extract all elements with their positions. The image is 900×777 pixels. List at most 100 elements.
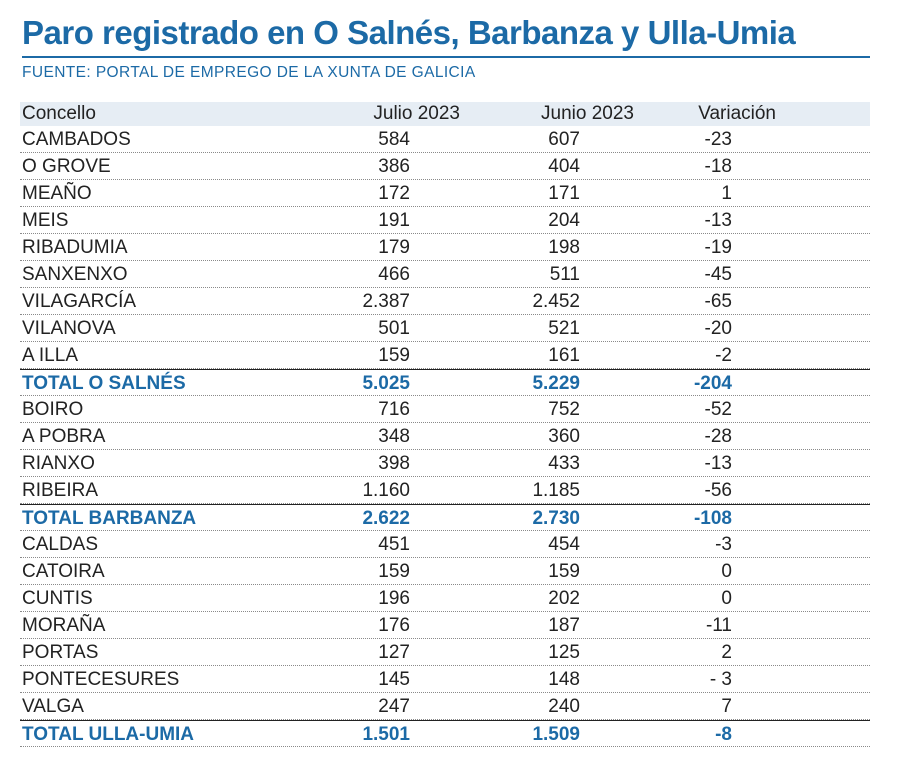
cell-variacion: -20 xyxy=(704,318,732,339)
cell-variacion: -23 xyxy=(704,129,732,150)
table-row: PONTECESURES 145 148 - 3 xyxy=(20,666,870,693)
cell-junio-2023: 521 xyxy=(548,318,580,339)
cell-variacion: -45 xyxy=(704,264,732,285)
table-row: RIBADUMIA 179 198 -19 xyxy=(20,234,870,261)
cell-concello: TOTAL O SALNÉS xyxy=(22,373,186,394)
cell-julio-2023: 1.501 xyxy=(362,724,410,745)
total-row: TOTAL ULLA-UMIA 1.501 1.509 -8 xyxy=(20,720,870,747)
table-row: O GROVE 386 404 -18 xyxy=(20,153,870,180)
cell-julio-2023: 172 xyxy=(378,183,410,204)
cell-junio-2023: 752 xyxy=(548,399,580,420)
cell-variacion: -52 xyxy=(704,399,732,420)
cell-julio-2023: 179 xyxy=(378,237,410,258)
cell-concello: MORAÑA xyxy=(22,615,106,636)
table-row: BOIRO 716 752 -52 xyxy=(20,396,870,423)
cell-variacion: 1 xyxy=(721,183,732,204)
cell-concello: VILAGARCÍA xyxy=(22,291,137,312)
table-row: RIANXO 398 433 -13 xyxy=(20,450,870,477)
cell-julio-2023: 127 xyxy=(378,642,410,663)
cell-concello: PORTAS xyxy=(22,642,99,663)
cell-variacion: -8 xyxy=(715,724,732,745)
cell-julio-2023: 159 xyxy=(378,345,410,366)
cell-concello: VALGA xyxy=(22,696,84,717)
cell-julio-2023: 247 xyxy=(378,696,410,717)
cell-junio-2023: 2.730 xyxy=(532,508,580,529)
cell-concello: CALDAS xyxy=(22,534,99,555)
cell-concello: TOTAL BARBANZA xyxy=(22,508,197,529)
table-row: CUNTIS 196 202 0 xyxy=(20,585,870,612)
cell-concello: CUNTIS xyxy=(22,588,93,609)
cell-concello: PONTECESURES xyxy=(22,669,180,690)
cell-julio-2023: 2.622 xyxy=(362,508,410,529)
cell-variacion: -2 xyxy=(715,345,732,366)
cell-variacion: -28 xyxy=(704,426,732,447)
cell-concello: TOTAL ULLA-UMIA xyxy=(22,724,195,745)
title-rule xyxy=(22,56,870,58)
table-row: VILANOVA 501 521 -20 xyxy=(20,315,870,342)
cell-julio-2023: 348 xyxy=(378,426,410,447)
cell-junio-2023: 187 xyxy=(548,615,580,636)
cell-variacion: -3 xyxy=(715,534,732,555)
cell-concello: VILANOVA xyxy=(22,318,116,339)
table-row: CALDAS 451 454 -3 xyxy=(20,531,870,558)
cell-variacion: -13 xyxy=(704,453,732,474)
table-row: CATOIRA 159 159 0 xyxy=(20,558,870,585)
cell-junio-2023: 511 xyxy=(549,264,580,285)
cell-variacion: -19 xyxy=(704,237,732,258)
header-junio-2023: Junio 2023 xyxy=(541,103,634,124)
table-row: A ILLA 159 161 -2 xyxy=(20,342,870,369)
cell-junio-2023: 404 xyxy=(548,156,580,177)
cell-junio-2023: 125 xyxy=(548,642,580,663)
cell-julio-2023: 159 xyxy=(378,561,410,582)
cell-junio-2023: 5.229 xyxy=(532,373,580,394)
cell-variacion: -18 xyxy=(704,156,732,177)
cell-variacion: -11 xyxy=(705,615,732,636)
table-row: VALGA 247 240 7 xyxy=(20,693,870,720)
cell-variacion: -108 xyxy=(693,508,732,529)
table-body: CAMBADOS 584 607 -23 O GROVE 386 404 -18 MEAÑO 17… xyxy=(20,126,870,747)
table-row: A POBRA 348 360 -28 xyxy=(20,423,870,450)
cell-concello: BOIRO xyxy=(22,399,84,420)
cell-variacion: 0 xyxy=(721,588,732,609)
source-note: FUENTE: PORTAL DE EMPREGO DE LA XUNTA DE… xyxy=(22,64,476,81)
header-julio-2023: Julio 2023 xyxy=(373,103,460,124)
total-row: TOTAL O SALNÉS 5.025 5.229 -204 xyxy=(20,369,870,396)
cell-junio-2023: 454 xyxy=(548,534,580,555)
cell-junio-2023: 159 xyxy=(548,561,580,582)
cell-variacion: 0 xyxy=(721,561,732,582)
cell-variacion: -65 xyxy=(704,291,732,312)
cell-julio-2023: 386 xyxy=(378,156,410,177)
table-row: MEAÑO 172 171 1 xyxy=(20,180,870,207)
total-row: TOTAL BARBANZA 2.622 2.730 -108 xyxy=(20,504,870,531)
cell-junio-2023: 198 xyxy=(548,237,580,258)
cell-junio-2023: 607 xyxy=(548,129,580,150)
cell-junio-2023: 171 xyxy=(548,183,580,204)
table-row: RIBEIRA 1.160 1.185 -56 xyxy=(20,477,870,504)
cell-julio-2023: 2.387 xyxy=(362,291,410,312)
cell-concello: RIANXO xyxy=(22,453,95,474)
cell-variacion: -56 xyxy=(704,480,732,501)
cell-variacion: 7 xyxy=(721,696,732,717)
table-row: PORTAS 127 125 2 xyxy=(20,639,870,666)
cell-junio-2023: 1.509 xyxy=(532,724,580,745)
table-row: MEIS 191 204 -13 xyxy=(20,207,870,234)
cell-junio-2023: 202 xyxy=(548,588,580,609)
chart-title: Paro registrado en O Salnés, Barbanza y … xyxy=(22,14,796,51)
table-row: CAMBADOS 584 607 -23 xyxy=(20,126,870,153)
cell-variacion: - 3 xyxy=(709,669,732,690)
cell-concello: CATOIRA xyxy=(22,561,105,582)
cell-julio-2023: 716 xyxy=(378,399,410,420)
cell-julio-2023: 191 xyxy=(378,210,410,231)
cell-variacion: -13 xyxy=(704,210,732,231)
cell-junio-2023: 360 xyxy=(548,426,580,447)
cell-julio-2023: 176 xyxy=(378,615,410,636)
cell-julio-2023: 145 xyxy=(378,669,410,690)
table-row: VILAGARCÍA 2.387 2.452 -65 xyxy=(20,288,870,315)
cell-junio-2023: 433 xyxy=(548,453,580,474)
header-variacion: Variación xyxy=(698,103,776,124)
cell-julio-2023: 466 xyxy=(378,264,410,285)
table-header: Concello Julio 2023 Junio 2023 Variación xyxy=(20,102,870,126)
table-row: SANXENXO 466 511 -45 xyxy=(20,261,870,288)
cell-concello: O GROVE xyxy=(22,156,111,177)
cell-julio-2023: 451 xyxy=(378,534,410,555)
